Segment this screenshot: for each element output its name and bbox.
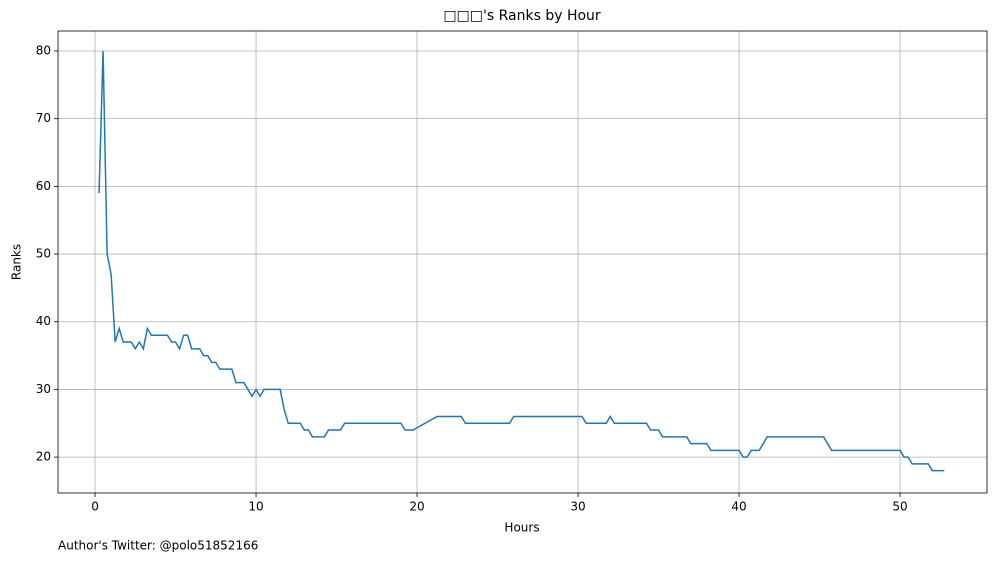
x-tick-label: 30 [570,500,585,514]
x-tick-label: 40 [731,500,746,514]
y-tick-label: 60 [36,179,51,193]
x-tick-label: 50 [892,500,907,514]
y-tick-label: 80 [36,43,51,57]
x-tick-label: 10 [248,500,263,514]
data-line [98,50,945,472]
chart-title: □□□'s Ranks by Hour [443,8,601,24]
x-axis-label: Hours [504,521,539,535]
y-tick-label: 70 [36,111,51,125]
y-tick-label: 50 [36,247,51,261]
x-tick-label: 0 [91,500,99,514]
y-axis-label: Ranks [10,244,24,280]
y-tick-label: 40 [36,314,51,328]
x-tick-label: 20 [409,500,424,514]
footer: Author's Twitter: @polo51852166 [58,539,258,553]
y-tick-label: 20 [36,450,51,464]
plot-frame [57,30,988,494]
y-tick-label: 30 [36,382,51,396]
